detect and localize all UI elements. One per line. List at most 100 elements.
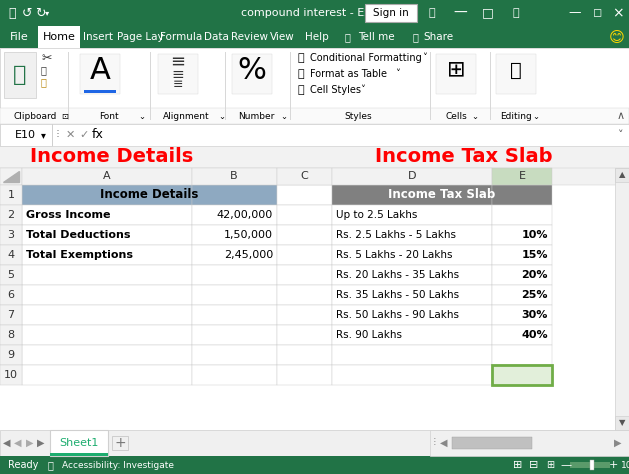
Bar [22, 345, 192, 365]
Text: 🖌: 🖌 [41, 77, 47, 87]
Bar [192, 168, 277, 185]
Bar [192, 285, 277, 305]
Bar [192, 205, 277, 225]
Text: Rs. 50 Lakhs - 90 Lakhs: Rs. 50 Lakhs - 90 Lakhs [336, 310, 459, 320]
Bar [492, 265, 552, 285]
Bar [22, 205, 192, 225]
Bar [84, 90, 116, 93]
Bar [50, 430, 108, 456]
Bar [150, 52, 151, 120]
Bar [277, 205, 332, 225]
Bar [332, 365, 492, 385]
Text: ✓: ✓ [79, 130, 89, 140]
Text: Rs. 5 Lakhs - 20 Lakhs: Rs. 5 Lakhs - 20 Lakhs [336, 250, 452, 260]
Polygon shape [3, 171, 19, 182]
Bar [0, 124, 52, 146]
Text: ⌄: ⌄ [472, 111, 479, 120]
Text: ⬜: ⬜ [429, 8, 435, 18]
Text: ◀: ◀ [440, 438, 448, 448]
Bar [22, 245, 192, 265]
Text: Ready: Ready [8, 460, 38, 470]
Bar [0, 146, 629, 168]
Bar [332, 168, 492, 185]
Bar [22, 185, 192, 205]
Text: Help: Help [305, 32, 329, 42]
Bar [0, 168, 629, 185]
Text: Alignment: Alignment [163, 111, 209, 120]
Bar [277, 365, 332, 385]
Text: 🔍: 🔍 [510, 61, 522, 80]
Text: ✂: ✂ [41, 52, 52, 64]
Bar [615, 168, 629, 430]
Text: —: — [569, 7, 581, 19]
Text: Insert: Insert [83, 32, 113, 42]
Text: 🔦: 🔦 [345, 32, 351, 42]
Text: 📋: 📋 [13, 65, 26, 85]
Bar [0, 285, 22, 305]
Text: ◀: ◀ [3, 438, 11, 448]
Text: 15%: 15% [521, 250, 548, 260]
Bar [615, 416, 629, 430]
Text: E10: E10 [15, 130, 36, 140]
Text: ↺: ↺ [22, 7, 33, 19]
Text: ⊡: ⊡ [62, 111, 69, 120]
Text: Styles: Styles [344, 111, 372, 120]
Text: A: A [103, 171, 111, 181]
Bar [277, 285, 332, 305]
Text: ≡: ≡ [170, 53, 186, 71]
Text: 🖫: 🖫 [8, 7, 16, 19]
Bar [4, 52, 36, 98]
Text: 3: 3 [8, 230, 14, 240]
Bar [492, 365, 552, 385]
Text: Number: Number [238, 111, 274, 120]
Bar [332, 285, 492, 305]
Text: 🎨: 🎨 [297, 85, 304, 95]
Text: 1: 1 [8, 190, 14, 200]
Text: ▲: ▲ [619, 171, 625, 180]
Bar [277, 168, 332, 185]
Text: ⌄: ⌄ [138, 111, 145, 120]
Text: Gross Income: Gross Income [26, 210, 111, 220]
Text: 9: 9 [8, 350, 14, 360]
Bar [0, 0, 629, 26]
Bar [492, 185, 552, 205]
Text: 40%: 40% [521, 330, 548, 340]
Bar [0, 168, 629, 430]
Text: Cell Styles: Cell Styles [310, 85, 361, 95]
Bar [492, 245, 552, 265]
Text: Total Exemptions: Total Exemptions [26, 250, 133, 260]
Text: ∧: ∧ [617, 111, 625, 121]
Text: 2,45,000: 2,45,000 [224, 250, 273, 260]
Text: +: + [114, 436, 126, 450]
Bar [430, 52, 431, 120]
Text: 42,00,000: 42,00,000 [217, 210, 273, 220]
Text: ◻: ◻ [593, 8, 603, 18]
Text: Rs. 2.5 Lakhs - 5 Lakhs: Rs. 2.5 Lakhs - 5 Lakhs [336, 230, 456, 240]
Bar [436, 54, 476, 94]
Text: Rs. 35 Lakhs - 50 Lakhs: Rs. 35 Lakhs - 50 Lakhs [336, 290, 459, 300]
Text: Income Tax Slab: Income Tax Slab [388, 189, 496, 201]
Text: Sheet1: Sheet1 [59, 438, 99, 448]
Bar [0, 225, 22, 245]
Text: Sign in: Sign in [373, 8, 409, 18]
Bar [277, 345, 332, 365]
Text: 30%: 30% [521, 310, 548, 320]
Text: Home: Home [43, 32, 75, 42]
Text: Formula: Formula [160, 32, 203, 42]
Bar [492, 205, 552, 225]
Bar [22, 168, 192, 185]
Text: ▼: ▼ [619, 419, 625, 428]
Text: 10: 10 [4, 370, 18, 380]
Text: 7: 7 [8, 310, 14, 320]
Bar [277, 245, 332, 265]
Bar [332, 245, 492, 265]
Bar [232, 54, 272, 94]
Text: 10%: 10% [521, 230, 548, 240]
Text: 🔍: 🔍 [413, 32, 419, 42]
Text: File: File [10, 32, 29, 42]
Bar [38, 26, 80, 48]
Bar [192, 245, 277, 265]
Text: ▶: ▶ [37, 438, 45, 448]
Text: Editing: Editing [500, 111, 532, 120]
Bar [0, 205, 22, 225]
